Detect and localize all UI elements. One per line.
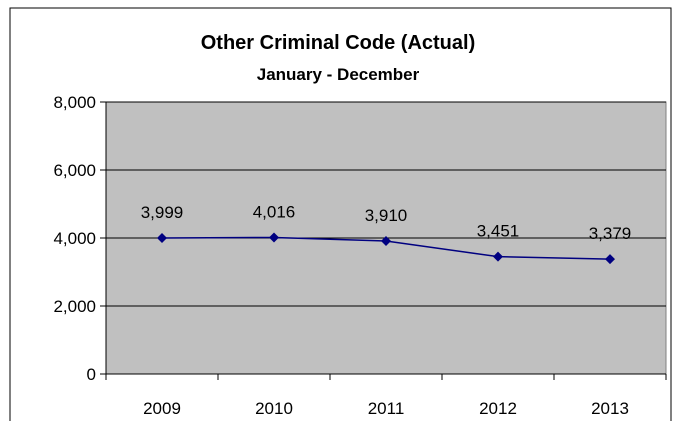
y-tick-label: 6,000 (53, 161, 96, 180)
axes: 0 2,000 4,000 6,000 8,000 2009 2010 2011 2012 201… (53, 93, 667, 418)
data-point (157, 233, 167, 244)
x-tick-label: 2010 (255, 399, 293, 418)
chart-title: Other Criminal Code (Actual) (201, 32, 475, 54)
data-label: 4,016 (253, 202, 296, 221)
data-point (381, 236, 391, 247)
data-label: 3,999 (141, 203, 184, 222)
data-label: 3,451 (477, 222, 520, 241)
data-point (269, 232, 279, 243)
x-tick-label: 2013 (591, 399, 629, 418)
data-point (493, 251, 503, 262)
x-tick-label: 2012 (479, 399, 517, 418)
x-tick-label: 2011 (368, 399, 405, 418)
data-label: 3,379 (589, 224, 632, 243)
y-tick-label: 0 (87, 365, 96, 384)
y-tick-label: 8,000 (53, 93, 96, 112)
y-tick-label: 4,000 (53, 229, 96, 248)
x-tick-label: 2009 (143, 399, 181, 418)
series-layer (157, 232, 615, 265)
y-tick-label: 2,000 (53, 297, 96, 316)
data-label: 3,910 (365, 206, 408, 225)
data-labels: 3,999 4,016 3,910 3,451 3,379 (141, 202, 632, 243)
data-point (605, 254, 615, 265)
chart-subtitle: January - December (257, 65, 420, 84)
